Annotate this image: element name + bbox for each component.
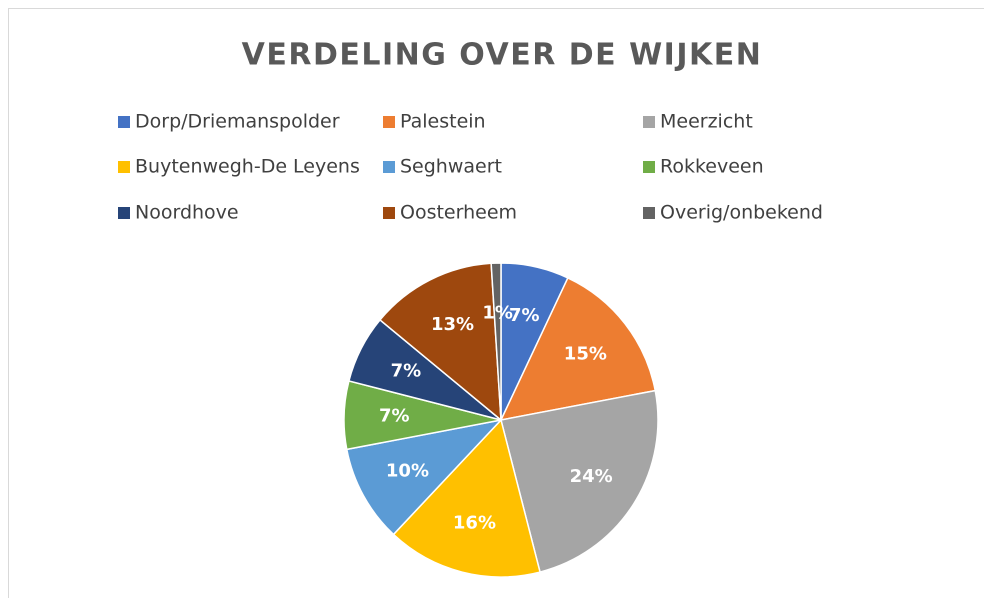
data-label: 10% [386,460,429,481]
legend-swatch [118,161,130,173]
data-label: 16% [453,512,496,533]
pie-slice [378,262,502,422]
legend-label: Oosterheem [400,202,517,224]
data-label: 13% [431,314,474,335]
data-label: 7% [379,406,410,427]
pie-slice [345,418,504,536]
legend-label: Noordhove [135,202,239,224]
data-label: 15% [564,344,607,365]
legend-label: Seghwaert [400,156,502,178]
pie-slice [499,276,657,422]
legend-label: Overig/onbekend [660,202,823,224]
chart-border [8,8,984,598]
legend-swatch [643,161,655,173]
legend-swatch [643,116,655,128]
data-label: 24% [570,466,613,487]
data-label: 1% [482,302,513,323]
legend-swatch [383,207,395,219]
pie-slice [490,262,502,421]
legend-label: Palestein [400,111,486,133]
chart-title: VERDELING OVER DE WIJKEN [242,38,763,73]
legend-swatch [643,207,655,219]
legend-swatch [118,207,130,219]
pie-slice [500,389,659,573]
legend-label: Dorp/Driemanspolder [135,111,340,133]
legend-label: Buytenwegh-De Leyens [135,156,360,178]
legend-swatch [118,116,130,128]
pie-slice [392,418,541,578]
legend-label: Rokkeveen [660,156,764,178]
data-label: 7% [391,361,422,382]
legend-swatch [383,161,395,173]
legend-label: Meerzicht [660,111,753,133]
data-label: 7% [509,305,540,326]
legend-swatch [383,116,395,128]
